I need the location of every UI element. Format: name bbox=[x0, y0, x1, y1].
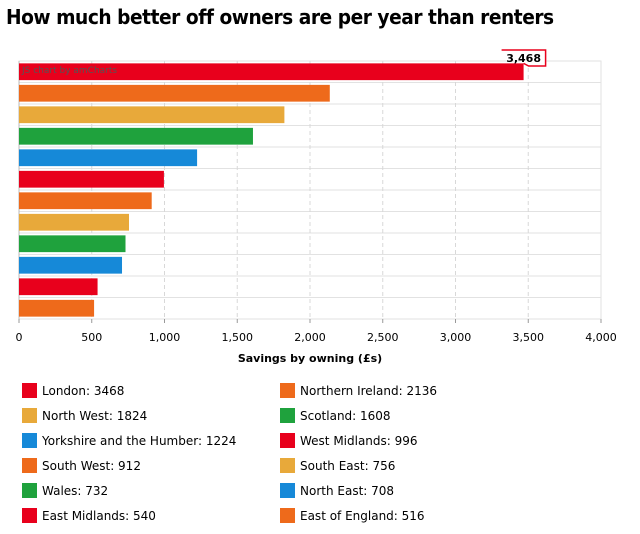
chart-title: How much better off owners are per year … bbox=[6, 5, 554, 29]
legend-item[interactable]: Yorkshire and the Humber: 1224 bbox=[22, 433, 236, 448]
legend-swatch bbox=[280, 508, 295, 523]
bar-wales[interactable] bbox=[19, 235, 126, 253]
legend-swatch bbox=[280, 483, 295, 498]
bar-london[interactable] bbox=[19, 63, 524, 81]
balloon-shape bbox=[501, 49, 547, 67]
legend-item[interactable]: East Midlands: 540 bbox=[22, 508, 156, 523]
x-tick-label: 500 bbox=[81, 331, 102, 344]
legend-item[interactable]: West Midlands: 996 bbox=[280, 433, 418, 448]
legend-item[interactable]: East of England: 516 bbox=[280, 508, 425, 523]
legend-swatch bbox=[280, 408, 295, 423]
legend-swatch bbox=[22, 458, 37, 473]
balloon-label: 3,468 bbox=[506, 52, 541, 65]
legend-item[interactable]: Scotland: 1608 bbox=[280, 408, 391, 423]
legend-label: North East: 708 bbox=[300, 483, 395, 498]
bar-north-east[interactable] bbox=[19, 256, 123, 274]
legend-label: North West: 1824 bbox=[42, 408, 148, 423]
x-tick-label: 0 bbox=[16, 331, 23, 344]
bar-south-west[interactable] bbox=[19, 192, 152, 210]
x-tick-label: 1,000 bbox=[149, 331, 181, 344]
x-tick-label: 3,000 bbox=[440, 331, 472, 344]
legend-label: Yorkshire and the Humber: 1224 bbox=[42, 433, 237, 448]
bar-north-west[interactable] bbox=[19, 106, 285, 124]
chart-credit[interactable]: JS chart by amCharts bbox=[21, 66, 117, 76]
legend-item[interactable]: South West: 912 bbox=[22, 458, 141, 473]
legend-swatch bbox=[22, 408, 37, 423]
x-tick-label: 2,000 bbox=[294, 331, 326, 344]
bar-chart: 0 500 1,000 1,500 2,000 2,500 3,000 3,500 4,000 … bbox=[16, 49, 617, 365]
legend-label: South East: 756 bbox=[300, 458, 396, 473]
x-tick-label: 1,500 bbox=[222, 331, 254, 344]
legend-label: Northern Ireland: 2136 bbox=[300, 383, 437, 398]
bar-northern-ireland[interactable] bbox=[19, 84, 330, 102]
x-tick-label: 3,500 bbox=[513, 331, 545, 344]
value-balloon: 3,468 bbox=[501, 49, 547, 67]
legend-swatch bbox=[22, 508, 37, 523]
legend-label: London: 3468 bbox=[42, 383, 125, 398]
legend-label: Wales: 732 bbox=[42, 483, 109, 498]
legend-swatch bbox=[22, 483, 37, 498]
bar-scotland[interactable] bbox=[19, 127, 253, 145]
legend-swatch bbox=[22, 383, 37, 398]
legend-item[interactable]: Wales: 732 bbox=[22, 483, 108, 498]
legend-label: West Midlands: 996 bbox=[300, 433, 418, 448]
x-axis-title: Savings by owning (£s) bbox=[238, 352, 382, 365]
bar-east-of-england[interactable] bbox=[19, 299, 95, 317]
grid-lines bbox=[18, 60, 602, 320]
legend-item[interactable]: London: 3468 bbox=[22, 383, 124, 398]
bar-west-midlands[interactable] bbox=[19, 170, 164, 188]
x-axis-ticks: 0 500 1,000 1,500 2,000 2,500 3,000 3,500 4,000 bbox=[16, 319, 617, 344]
bars bbox=[19, 63, 524, 317]
legend-label: East Midlands: 540 bbox=[42, 508, 156, 523]
legend-label: Scotland: 1608 bbox=[300, 408, 391, 423]
x-tick-label: 4,000 bbox=[585, 331, 617, 344]
legend-item[interactable]: North East: 708 bbox=[280, 483, 394, 498]
legend-swatch bbox=[280, 433, 295, 448]
legend-swatch bbox=[280, 383, 295, 398]
bar-yorkshire-and-the-humber[interactable] bbox=[19, 149, 198, 167]
bar-south-east[interactable] bbox=[19, 213, 129, 231]
bar-east-midlands[interactable] bbox=[19, 278, 98, 296]
x-tick-label: 2,500 bbox=[367, 331, 399, 344]
legend-item[interactable]: North West: 1824 bbox=[22, 408, 147, 423]
legend-label: East of England: 516 bbox=[300, 508, 425, 523]
legend-item[interactable]: South East: 756 bbox=[280, 458, 395, 473]
legend-item[interactable]: Northern Ireland: 2136 bbox=[280, 383, 437, 398]
legend-swatch bbox=[280, 458, 295, 473]
legend-swatch bbox=[22, 433, 37, 448]
legend-label: South West: 912 bbox=[42, 458, 141, 473]
